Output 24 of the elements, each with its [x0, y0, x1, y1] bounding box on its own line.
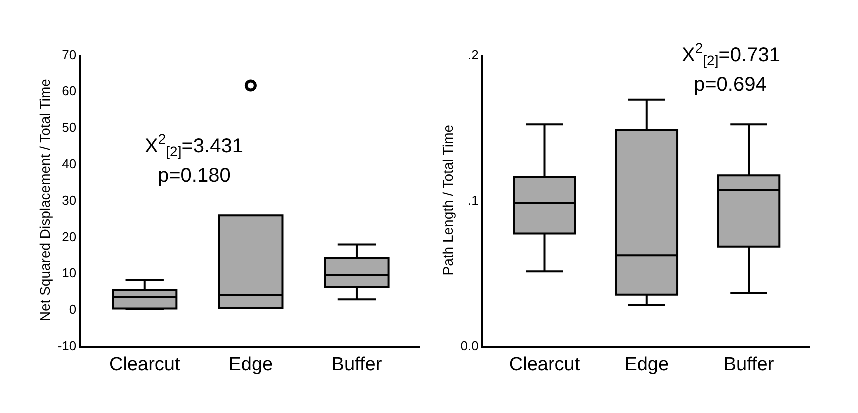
- annotation: p=0.180: [158, 165, 231, 187]
- annotation: p=0.694: [694, 74, 767, 96]
- y-tick-label: 20: [62, 229, 77, 244]
- y-tick-label: .2: [468, 47, 479, 62]
- annotation: X$^{2}$$_{[2]}$=0.731: [682, 40, 780, 69]
- x-tick-label: Buffer: [332, 354, 383, 376]
- y-axis-title: Path Length / Total Time: [440, 124, 456, 276]
- annotation: X$^{2}$$_{[2]}$=3.431: [145, 131, 244, 160]
- y-tick-label: 0.0: [460, 338, 479, 354]
- y-tick-label: .1: [468, 192, 479, 208]
- x-tick-label: Buffer: [724, 354, 775, 376]
- x-tick-label: Clearcut: [109, 354, 181, 376]
- y-tick-label: 70: [62, 47, 77, 62]
- y-tick-label: 40: [62, 156, 77, 172]
- y-tick-label: 50: [62, 120, 77, 136]
- x-tick-label: Clearcut: [509, 354, 581, 376]
- y-axis-title: Net Squared Displacement / Total Time: [36, 78, 53, 322]
- y-tick-label: 30: [62, 192, 77, 208]
- x-tick-label: Edge: [228, 354, 274, 376]
- y-tick-label: 0: [69, 302, 77, 318]
- y-tick-label: -10: [58, 338, 77, 354]
- y-tick-label: 10: [62, 266, 77, 281]
- x-tick-label: Edge: [624, 354, 670, 376]
- y-tick-label: 60: [62, 84, 77, 99]
